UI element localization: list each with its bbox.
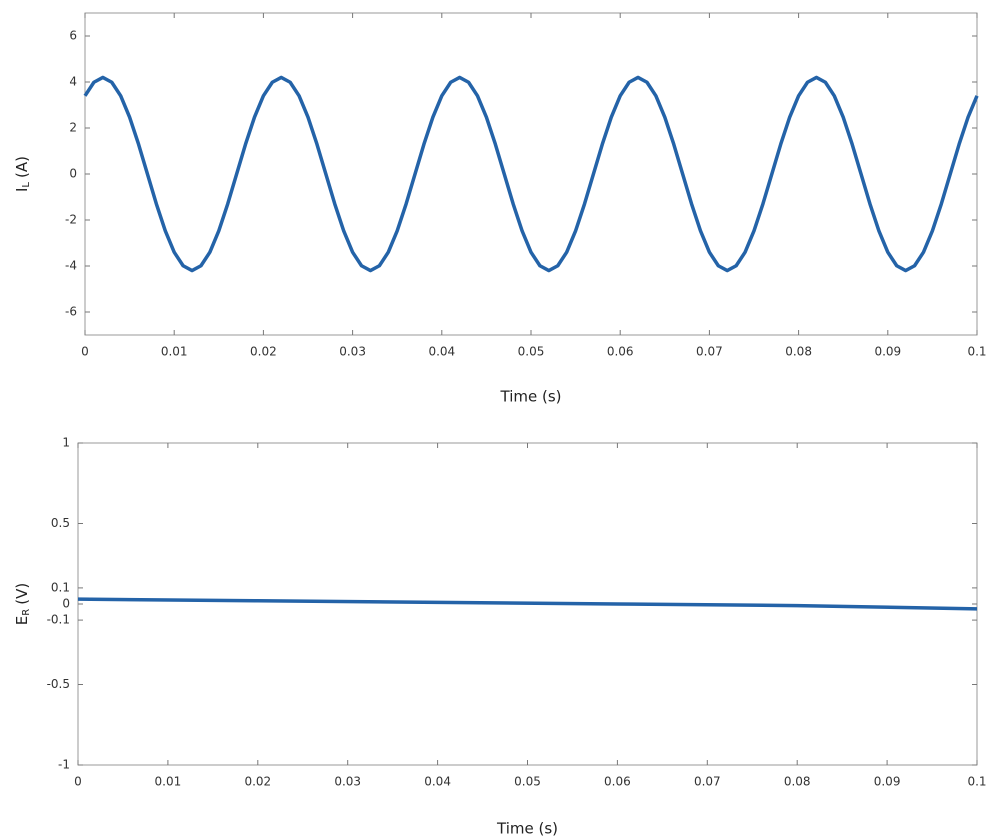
y-tick-label: 6 xyxy=(69,29,77,43)
y-tick-label: -2 xyxy=(65,213,77,227)
x-tick-label: 0.06 xyxy=(607,345,634,359)
y-tick-label: -1 xyxy=(58,758,70,772)
x-tick-label: 0.02 xyxy=(244,775,271,789)
data-line xyxy=(83,75,979,273)
x-tick-label: 0.1 xyxy=(967,775,986,789)
y-tick-label: -4 xyxy=(65,259,77,273)
x-tick-label: 0.04 xyxy=(428,345,455,359)
y-tick-label: 0 xyxy=(62,597,70,611)
subplot: 0 0.01 0.02 0.03 0.04 0.05 0.06 0.07 0.08 0.09 0.1… xyxy=(13,436,987,838)
x-tick-label: 0.01 xyxy=(161,345,188,359)
x-tick-label: 0 xyxy=(81,345,89,359)
x-tick-label: 0.07 xyxy=(696,345,723,359)
plot-frame xyxy=(84,12,978,336)
x-tick-label: 0.02 xyxy=(250,345,277,359)
y-tick-label: 0 xyxy=(69,167,77,181)
x-tick-label: 0.03 xyxy=(339,345,366,359)
x-tick-label: 0.09 xyxy=(874,775,901,789)
y-axis-label: ER (V) xyxy=(13,583,33,625)
y-tick-label: 2 xyxy=(69,121,77,135)
x-axis-label: Time (s) xyxy=(496,820,558,838)
x-tick-label: 0.01 xyxy=(155,775,182,789)
y-label-unit: (V) xyxy=(13,583,31,605)
x-tick-label: 0.08 xyxy=(785,345,812,359)
x-tick-label: 0.04 xyxy=(424,775,451,789)
y-tick-label: 4 xyxy=(69,75,77,89)
x-tick-label: 0.05 xyxy=(514,775,541,789)
y-tick-label: 1 xyxy=(62,436,70,450)
x-tick-label: 0 xyxy=(74,775,82,789)
x-tick-label: 0.1 xyxy=(967,345,986,359)
y-label-unit: (A) xyxy=(13,156,31,178)
y-tick-label: 0.1 xyxy=(51,580,70,594)
x-tick-label: 0.06 xyxy=(604,775,631,789)
y-tick-label: -6 xyxy=(65,305,77,319)
y-label-subscript: L xyxy=(21,182,32,188)
y-tick-label: -0.5 xyxy=(47,677,70,691)
x-tick-label: 0.03 xyxy=(334,775,361,789)
y-tick-label: 0.5 xyxy=(51,516,70,530)
x-axis-label: Time (s) xyxy=(500,388,562,406)
data-line xyxy=(77,597,978,611)
x-tick-label: 0.07 xyxy=(694,775,721,789)
y-axis-label: IL (A) xyxy=(13,156,33,192)
y-label-base: E xyxy=(13,616,31,625)
x-tick-label: 0.08 xyxy=(784,775,811,789)
x-tick-label: 0.05 xyxy=(518,345,545,359)
y-tick-label: -0.1 xyxy=(47,613,70,627)
y-label-base: I xyxy=(13,188,31,192)
y-label-subscript: R xyxy=(21,609,32,616)
x-tick-label: 0.09 xyxy=(874,345,901,359)
subplot: 0 0.01 0.02 0.03 0.04 0.05 0.06 0.07 0.08 0.09 0.1… xyxy=(13,12,987,406)
